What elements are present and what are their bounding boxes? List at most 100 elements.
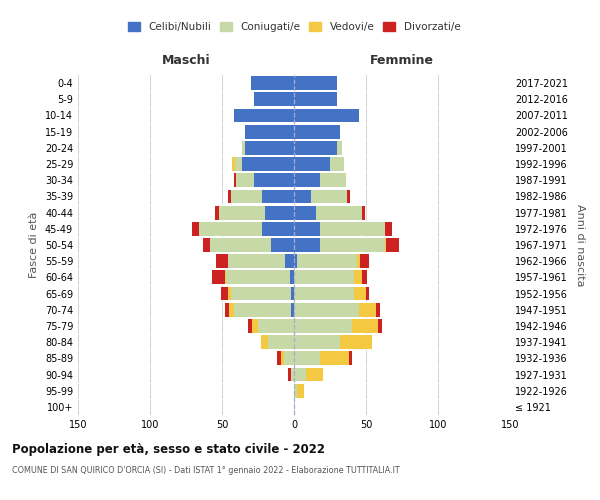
Bar [320,222,385,235]
Bar [294,190,311,203]
Text: Popolazione per età, sesso e stato civile - 2022: Popolazione per età, sesso e stato civil… [12,442,325,456]
Bar [294,108,359,122]
Bar [311,190,347,203]
Bar [233,303,291,316]
Bar [305,368,323,382]
Bar [362,270,367,284]
Bar [258,319,294,333]
Bar [245,125,294,138]
Text: COMUNE DI SAN QUIRICO D'ORCIA (SI) - Dati ISTAT 1° gennaio 2022 - Elaborazione T: COMUNE DI SAN QUIRICO D'ORCIA (SI) - Dat… [12,466,400,475]
Bar [265,206,294,220]
Bar [337,141,341,154]
Bar [376,303,380,316]
Bar [245,141,294,154]
Bar [359,303,376,316]
Bar [294,270,355,284]
Bar [215,206,219,220]
Y-axis label: Anni di nascita: Anni di nascita [575,204,584,286]
Bar [330,157,344,171]
Bar [261,336,268,349]
Bar [385,222,392,235]
Bar [230,286,291,300]
Bar [349,352,352,365]
Bar [221,286,228,300]
Bar [352,319,377,333]
Bar [248,319,252,333]
Bar [242,141,245,154]
Bar [294,222,320,235]
Bar [297,384,304,398]
Bar [377,319,382,333]
Bar [235,157,242,171]
Bar [229,303,233,316]
Bar [294,368,305,382]
Bar [297,254,358,268]
Bar [212,270,225,284]
Bar [320,174,346,187]
Bar [228,190,230,203]
Bar [232,157,235,171]
Bar [226,270,290,284]
Bar [203,238,211,252]
Bar [294,254,297,268]
Bar [219,206,265,220]
Bar [294,141,337,154]
Bar [199,222,262,235]
Bar [281,352,284,365]
Bar [225,303,229,316]
Bar [340,336,372,349]
Bar [233,108,294,122]
Bar [268,336,294,349]
Bar [288,368,291,382]
Bar [192,222,199,235]
Bar [286,254,294,268]
Bar [236,174,254,187]
Bar [290,270,294,284]
Y-axis label: Fasce di età: Fasce di età [29,212,39,278]
Bar [254,92,294,106]
Bar [277,352,281,365]
Bar [262,222,294,235]
Bar [251,76,294,90]
Bar [294,157,330,171]
Bar [320,238,385,252]
Bar [355,286,366,300]
Bar [347,190,350,203]
Bar [320,352,349,365]
Bar [386,238,399,252]
Bar [291,286,294,300]
Bar [355,270,362,284]
Bar [228,286,230,300]
Bar [294,336,340,349]
Bar [294,174,320,187]
Bar [228,254,286,268]
Bar [385,238,386,252]
Bar [294,125,340,138]
Bar [233,174,236,187]
Bar [294,352,320,365]
Bar [284,352,294,365]
Bar [294,286,355,300]
Text: Maschi: Maschi [161,54,211,68]
Bar [230,190,262,203]
Bar [262,190,294,203]
Bar [362,206,365,220]
Bar [242,157,294,171]
Bar [294,238,320,252]
Bar [271,238,294,252]
Bar [360,254,369,268]
Bar [294,206,316,220]
Bar [294,303,359,316]
Bar [291,368,294,382]
Legend: Celibi/Nubili, Coniugati/e, Vedovi/e, Divorzati/e: Celibi/Nubili, Coniugati/e, Vedovi/e, Di… [125,19,463,36]
Text: Femmine: Femmine [370,54,434,68]
Bar [211,238,271,252]
Bar [225,270,226,284]
Bar [216,254,228,268]
Bar [291,303,294,316]
Bar [294,319,352,333]
Bar [294,76,337,90]
Bar [252,319,258,333]
Bar [254,174,294,187]
Bar [294,92,337,106]
